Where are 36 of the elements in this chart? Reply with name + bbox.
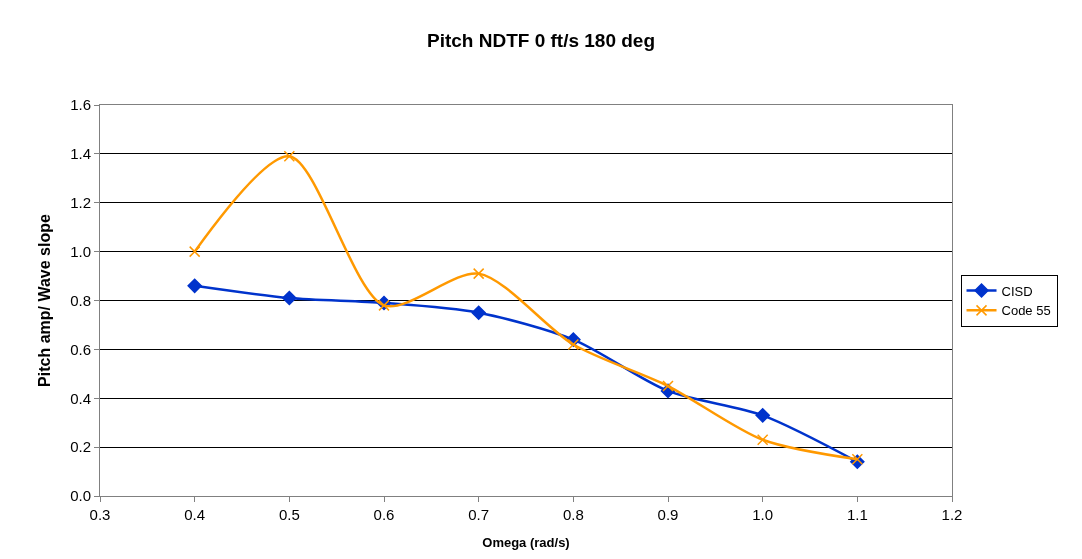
x-tick-label: 1.2 [941, 506, 963, 523]
x-tick-label: 1.0 [752, 506, 774, 523]
point [282, 290, 297, 306]
x-tick-label: 0.4 [184, 506, 206, 523]
point [662, 380, 674, 392]
y-tick-label: 0.2 [70, 438, 91, 456]
point [378, 299, 390, 312]
y-tick-label: 0.8 [70, 291, 91, 309]
y-tick-label: 0.4 [70, 389, 91, 407]
x-tick-label: 0.8 [562, 506, 584, 523]
legend-label: CISD [1001, 283, 1033, 299]
point [188, 245, 201, 258]
x-tick-label: 0.9 [657, 506, 679, 523]
x-tick-label: 0.7 [468, 506, 490, 523]
x-tick-label: 0.3 [89, 506, 111, 523]
y-tick-label: 1.2 [70, 194, 91, 211]
point [851, 453, 864, 466]
x-tick-label: 1.1 [846, 506, 868, 523]
point [472, 267, 485, 280]
chart-title: Pitch NDTF 0 ft/s 180 deg [426, 29, 656, 51]
point [187, 278, 202, 294]
y-tick-label: 0.6 [70, 340, 91, 358]
y-tick-label: 0.0 [70, 487, 91, 505]
y-tick-label: 1.4 [70, 145, 91, 163]
x-tick-label: 0.5 [278, 506, 300, 523]
x-tick-label: 0.6 [373, 506, 395, 523]
point [283, 150, 296, 163]
legend-label: Code 55 [1001, 303, 1051, 319]
y-axis-title: Pitch amp/ Wave slope [36, 214, 54, 387]
y-tick-label: 1.6 [70, 96, 91, 114]
point [567, 338, 580, 351]
y-tick-label: 1.0 [70, 242, 91, 260]
point [471, 305, 486, 320]
point [755, 408, 770, 423]
point [756, 434, 769, 446]
x-axis-title: Omega (rad/s) [482, 534, 570, 550]
